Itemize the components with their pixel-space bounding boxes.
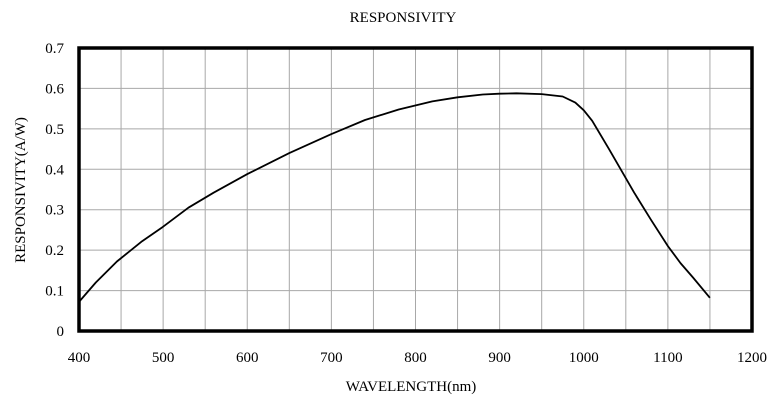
y-tick-label: 0.7 [45,41,64,57]
responsivity-curve [78,92,711,303]
x-tick-label: 1100 [653,350,682,366]
y-tick-label: 0.6 [45,81,64,97]
y-tick-label: 0.1 [45,284,64,300]
chart-title: RESPONSIVITY [350,10,457,26]
y-axis-label: RESPONSIVITY(A/W) [13,117,29,263]
y-tick-label: 0.3 [45,203,64,219]
x-axis-label: WAVELENGTH(nm) [346,379,477,395]
x-tick-label: 900 [488,350,511,366]
y-tick-label: 0 [57,324,65,340]
x-tick-label: 500 [152,350,175,366]
x-tick-label: 700 [320,350,343,366]
y-axis-ticks: 0 0.1 0.2 0.3 0.4 0.5 0.6 0.7 [45,41,64,340]
x-tick-label: 1200 [737,350,767,366]
x-tick-label: 800 [404,350,427,366]
y-tick-label: 0.2 [45,243,64,259]
y-tick-label: 0.4 [45,162,64,178]
grid [79,48,752,331]
x-tick-label: 1000 [569,350,599,366]
y-tick-label: 0.5 [45,122,64,138]
x-axis-ticks: 400 500 600 700 800 900 1000 1100 1200 [68,350,767,366]
x-tick-label: 400 [68,350,91,366]
plot-frame [77,46,754,333]
x-tick-label: 600 [236,350,259,366]
